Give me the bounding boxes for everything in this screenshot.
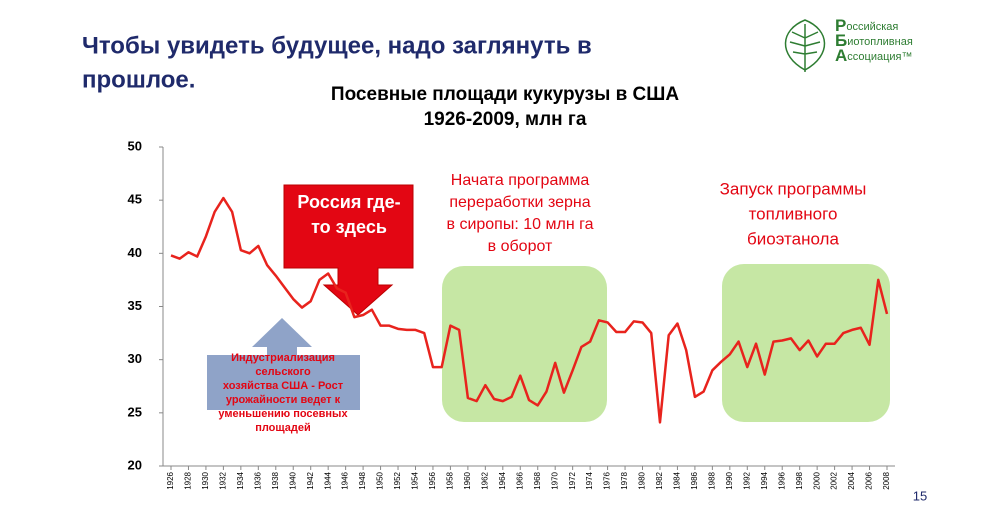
- x-tick-label: 1952: [393, 471, 402, 489]
- logo-initial: Б: [835, 31, 847, 50]
- blue-arrow: [207, 318, 360, 410]
- x-tick-label: 1974: [585, 471, 594, 489]
- x-tick-label: 1978: [620, 471, 629, 489]
- x-tick-label: 1948: [358, 471, 367, 489]
- data-line: [170, 196, 889, 424]
- x-tick-label: 1928: [184, 471, 193, 489]
- chart-title: 1926-2009, млн га: [424, 109, 587, 130]
- x-tick-label: 1996: [777, 471, 786, 489]
- slide-heading: Чтобы увидеть будущее, надо заглянуть в: [82, 32, 592, 59]
- logo-rest: оссийская: [846, 21, 898, 33]
- logo-rest: ссоциация™: [847, 51, 912, 63]
- annotation: биоэтанола: [747, 229, 839, 248]
- y-tick-label: 50: [128, 138, 142, 153]
- x-tick-label: 1982: [655, 471, 664, 489]
- annotation: Начата программа: [451, 172, 590, 189]
- annotation: хозяйства США - Рост: [223, 380, 344, 392]
- x-tick-label: 1962: [480, 471, 489, 489]
- y-tick-label: 30: [128, 351, 142, 366]
- x-tick-label: 1942: [306, 471, 315, 489]
- x-tick-label: 1946: [341, 471, 350, 489]
- x-tick-label: 1930: [201, 471, 210, 489]
- x-tick-label: 1984: [673, 471, 682, 489]
- x-tick-label: 1970: [550, 471, 559, 489]
- y-tick-label: 20: [128, 457, 142, 472]
- logo-initial: А: [835, 46, 847, 65]
- annotation: переработки зерна: [449, 194, 590, 211]
- annotation: в оборот: [488, 238, 553, 255]
- logo-line: Биотопливная: [835, 31, 913, 50]
- x-tick-label: 1944: [323, 471, 332, 489]
- annotation: Запуск программы: [720, 179, 867, 198]
- y-tick-label: 40: [128, 245, 142, 260]
- x-tick-label: 1960: [463, 471, 472, 489]
- logo-initial: Р: [835, 16, 846, 35]
- x-tick-label: 1938: [271, 471, 280, 489]
- x-tick-label: 2002: [830, 471, 839, 489]
- x-tick-label: 1936: [253, 471, 262, 489]
- x-tick-label: 2000: [812, 471, 821, 489]
- red-arrow: [283, 184, 414, 316]
- x-tick-label: 1934: [236, 471, 245, 489]
- annotation: уменьшению посевных: [218, 408, 348, 420]
- annotation: сельского: [255, 366, 311, 378]
- x-tick-label: 1958: [446, 471, 455, 489]
- page-number: 15: [913, 488, 927, 503]
- x-tick-label: 1972: [568, 471, 577, 489]
- logo-line: Российская: [835, 16, 898, 35]
- x-tick-label: 1932: [218, 471, 227, 489]
- x-tick-label: 1990: [725, 471, 734, 489]
- logo-rest: иотопливная: [847, 36, 913, 48]
- y-tick-label: 25: [128, 404, 142, 419]
- highlight-box: [442, 266, 607, 422]
- x-tick-label: 1998: [795, 471, 804, 489]
- annotation: то здесь: [311, 217, 387, 237]
- slide-heading: прошлое.: [82, 66, 195, 93]
- annotation: топливного: [749, 204, 838, 223]
- x-tick-label: 1980: [638, 471, 647, 489]
- x-tick-label: 1940: [288, 471, 297, 489]
- x-tick-label: 1950: [376, 471, 385, 489]
- x-tick-label: 1992: [742, 471, 751, 489]
- x-tick-label: 1986: [690, 471, 699, 489]
- chart-title: Посевные площади кукурузы в США: [331, 84, 679, 105]
- annotation: Индустриализация: [231, 352, 335, 364]
- y-tick-label: 45: [128, 192, 142, 207]
- x-tick-label: 1976: [603, 471, 612, 489]
- x-tick-label: 1988: [707, 471, 716, 489]
- annotation: площадей: [255, 422, 311, 434]
- x-tick-label: 1964: [498, 471, 507, 489]
- x-tick-label: 1968: [533, 471, 542, 489]
- y-tick-label: 35: [128, 298, 142, 313]
- x-tick-label: 1954: [411, 471, 420, 489]
- logo-icon: [784, 19, 826, 72]
- x-tick-label: 1966: [515, 471, 524, 489]
- x-tick-label: 1926: [166, 471, 175, 489]
- annotation: в сиропы: 10 млн га: [447, 216, 594, 233]
- annotation: Россия где-: [297, 192, 400, 212]
- x-tick-label: 1994: [760, 471, 769, 489]
- x-tick-label: 2004: [847, 471, 856, 489]
- x-tick-label: 2008: [882, 471, 891, 489]
- logo-line: Ассоциация™: [835, 46, 913, 65]
- x-tick-label: 1956: [428, 471, 437, 489]
- x-tick-label: 2006: [865, 471, 874, 489]
- annotation: урожайности ведет к: [226, 394, 341, 406]
